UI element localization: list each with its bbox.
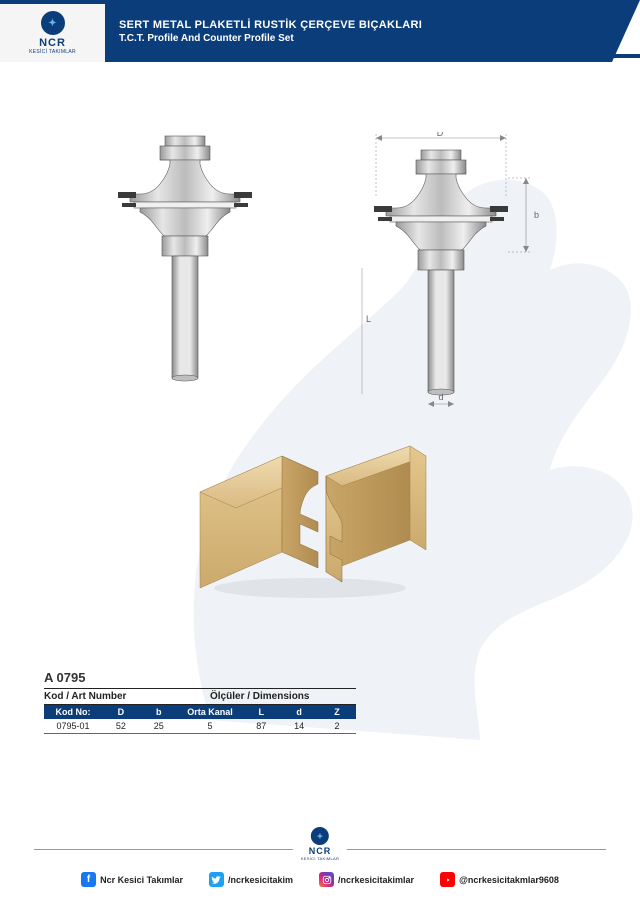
spec-head-left: Kod / Art Number — [44, 689, 210, 704]
social-links: f Ncr Kesici Takımlar /ncrkesicitakim /n… — [0, 872, 640, 887]
cell-D: 52 — [102, 719, 140, 734]
header-accent-line — [500, 54, 640, 58]
page-footer: ✦ NCR KESİCİ TAKIMLAR f Ncr Kesici Takım… — [0, 823, 640, 903]
footer-brand: ✦ NCR KESİCİ TAKIMLAR — [293, 827, 347, 861]
instagram-icon — [319, 872, 334, 887]
col-d: d — [280, 705, 318, 719]
col-b: b — [140, 705, 178, 719]
cell-Z: 2 — [318, 719, 356, 734]
spec-head-right: Ölçüler / Dimensions — [210, 689, 356, 704]
cell-d: 14 — [280, 719, 318, 734]
dim-label-d: d — [438, 392, 443, 402]
col-L: L — [242, 705, 280, 719]
page-header: ✦ NCR KESİCİ TAKIMLAR SERT METAL PLAKETL… — [0, 0, 640, 62]
cell-b: 25 — [140, 719, 178, 734]
cell-ok: 5 — [178, 719, 243, 734]
twitter-handle: /ncrkesicitakim — [228, 875, 293, 885]
brand-block: ✦ NCR KESİCİ TAKIMLAR — [0, 0, 105, 62]
spec-table-block: A 0795 Kod / Art Number Ölçüler / Dimens… — [44, 670, 356, 734]
youtube-icon — [440, 872, 455, 887]
spec-code: A 0795 — [44, 670, 356, 685]
router-bit-illustration-right: D b L — [358, 132, 568, 412]
footer-brand-name: NCR — [301, 846, 339, 856]
facebook-handle: Ncr Kesici Takımlar — [100, 875, 183, 885]
dim-label-b: b — [534, 210, 539, 220]
cell-L: 87 — [242, 719, 280, 734]
product-code-block: A 0795-01 — [522, 10, 640, 27]
footer-brand-tagline: KESİCİ TAKIMLAR — [301, 856, 339, 861]
social-youtube[interactable]: @ncrkesicitakmlar9608 — [440, 872, 559, 887]
spec-heading-row: Kod / Art Number Ölçüler / Dimensions — [44, 688, 356, 705]
col-kod: Kod No: — [44, 705, 102, 719]
figures-area: D b L — [0, 102, 640, 662]
brand-name: NCR — [39, 37, 66, 49]
col-D: D — [102, 705, 140, 719]
facebook-icon: f — [81, 872, 96, 887]
col-orta-kanal: Orta Kanal — [178, 705, 243, 719]
brand-logo-icon: ✦ — [41, 11, 65, 35]
youtube-handle: @ncrkesicitakmlar9608 — [459, 875, 559, 885]
brand-tagline: KESİCİ TAKIMLAR — [29, 49, 76, 55]
spec-table-header-row: Kod No: D b Orta Kanal L d Z — [44, 705, 356, 719]
product-code: A 0795-01 — [522, 10, 640, 27]
dim-label-D: D — [437, 132, 444, 138]
table-row: 0795-01 52 25 5 87 14 2 — [44, 719, 356, 734]
router-bit-illustration-left — [110, 132, 260, 392]
spec-table: Kod No: D b Orta Kanal L d Z 0795-01 52 … — [44, 705, 356, 734]
cell-kod: 0795-01 — [44, 719, 102, 734]
social-instagram[interactable]: /ncrkesicitakimlar — [319, 872, 414, 887]
col-Z: Z — [318, 705, 356, 719]
social-facebook[interactable]: f Ncr Kesici Takımlar — [81, 872, 183, 887]
dim-label-L: L — [366, 314, 371, 324]
wood-joint-illustration — [190, 432, 430, 602]
social-twitter[interactable]: /ncrkesicitakim — [209, 872, 293, 887]
title-english: T.C.T. Profile And Counter Profile Set — [119, 33, 640, 44]
footer-logo-icon: ✦ — [311, 827, 329, 845]
twitter-icon — [209, 872, 224, 887]
instagram-handle: /ncrkesicitakimlar — [338, 875, 414, 885]
